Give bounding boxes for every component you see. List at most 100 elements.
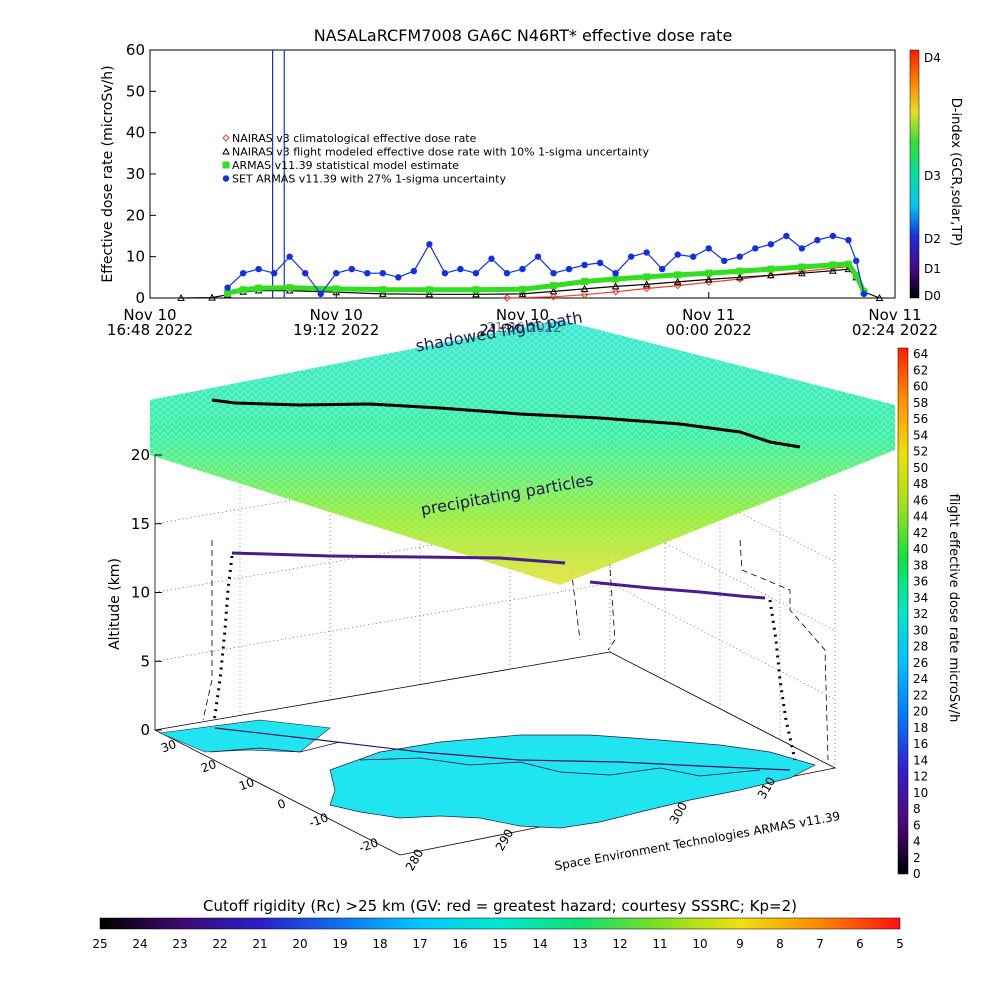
series-3-point bbox=[472, 270, 480, 277]
series-3-point bbox=[690, 253, 697, 260]
series-2-point bbox=[736, 267, 744, 275]
series-3-point bbox=[829, 232, 837, 240]
flight-dose-tick: 62 bbox=[913, 363, 928, 377]
series-1-point bbox=[875, 293, 884, 301]
flight-altitude-track-2 bbox=[589, 580, 766, 600]
series-3-point bbox=[224, 284, 231, 291]
cutoff-rigidity-tick: 7 bbox=[816, 937, 824, 951]
series-3-point bbox=[752, 245, 759, 252]
ground-track bbox=[214, 727, 791, 771]
altitude-axis-label: Altitude (km) bbox=[107, 558, 123, 650]
flight-dose-label: flight effective dose rate microSv/h bbox=[946, 494, 961, 723]
series-2-point bbox=[612, 275, 620, 283]
d-index-tick: D3 bbox=[924, 169, 941, 183]
series-line-0 bbox=[506, 266, 849, 299]
series-3-point bbox=[767, 241, 775, 248]
latitude-ticks: -20 -10 0 10 20 30 bbox=[159, 737, 380, 855]
y-tick-label: 20 bbox=[126, 206, 145, 224]
d-index-tick: D4 bbox=[924, 51, 941, 65]
latitude-tick: 30 bbox=[159, 737, 178, 755]
series-3-point bbox=[519, 265, 526, 273]
flight-dose-tick: 14 bbox=[913, 753, 928, 767]
x-tick-time: 02:24 2022 bbox=[852, 321, 938, 339]
flight-dose-tick: 50 bbox=[913, 461, 928, 475]
series-1-point bbox=[766, 271, 775, 279]
precipitating-particles-hatch bbox=[150, 320, 895, 585]
cutoff-rigidity-tick: 12 bbox=[612, 937, 627, 951]
series-0-point bbox=[705, 278, 713, 287]
flight-projection-lines bbox=[202, 539, 829, 761]
chart-title: NASALaRCFM7008 GA6C N46RT* effective dos… bbox=[314, 26, 733, 45]
cutoff-rigidity-tick: 8 bbox=[776, 937, 784, 951]
d-index-tick: D0 bbox=[924, 289, 941, 303]
series-1-point bbox=[673, 277, 682, 285]
x-tick-time: 00:00 2022 bbox=[666, 321, 752, 339]
flight-dose-tick: 32 bbox=[913, 607, 928, 621]
series-3-point bbox=[705, 245, 712, 252]
series-2-point bbox=[852, 271, 860, 279]
series-0-point bbox=[611, 288, 620, 296]
series-3-point bbox=[736, 253, 743, 260]
series-1-point bbox=[208, 293, 216, 301]
x-tick-date: Nov 10 bbox=[310, 306, 363, 324]
series-0-point bbox=[580, 290, 589, 299]
cutoff-rigidity-tick: 21 bbox=[252, 937, 267, 951]
series-3-point bbox=[503, 270, 511, 277]
series-2-point bbox=[674, 271, 682, 279]
series-2-point bbox=[829, 261, 837, 269]
legend-marker bbox=[222, 161, 230, 169]
flight-dose-tick: 20 bbox=[913, 705, 928, 719]
series-3-point bbox=[798, 245, 806, 252]
series-1-point bbox=[798, 269, 806, 277]
flight-dose-tick: 16 bbox=[913, 737, 928, 751]
legend-label: NAIRAS v3 climatological effective dose … bbox=[232, 132, 477, 145]
series-2-point bbox=[255, 284, 263, 292]
flight-altitude-track bbox=[231, 551, 566, 565]
flight-dose-tick: 24 bbox=[913, 672, 928, 686]
d-index-ticks: D0 D1 D2 D3 D4 bbox=[924, 51, 941, 303]
series-3-point bbox=[860, 290, 868, 298]
series-0-point bbox=[549, 293, 558, 301]
flight-dose-tick: 8 bbox=[913, 802, 921, 816]
shadowed-flight-path bbox=[211, 398, 801, 449]
legend-marker bbox=[222, 175, 230, 182]
series-1-point bbox=[580, 284, 589, 292]
y-tick-label: 30 bbox=[126, 165, 145, 183]
top-y-axis: 0 10 20 30 40 50 60 bbox=[126, 41, 156, 307]
annotation-timestamp: 21:36 2022 bbox=[487, 321, 562, 336]
cutoff-rigidity-tick: 25 bbox=[92, 937, 107, 951]
altitude-tick-label: 0 bbox=[140, 721, 150, 739]
series-1-point bbox=[735, 273, 744, 281]
series-1-point bbox=[829, 266, 837, 274]
cutoff-rigidity-tick: 22 bbox=[212, 937, 227, 951]
series-2-point bbox=[798, 263, 806, 271]
series-2-point bbox=[224, 289, 232, 297]
cutoff-rigidity-title: Cutoff rigidity (Rc) >25 km (GV: red = g… bbox=[203, 897, 797, 915]
series-3-point bbox=[239, 270, 247, 277]
series-3-point bbox=[348, 265, 355, 273]
series-3-point bbox=[286, 253, 293, 260]
legend-marker bbox=[222, 134, 230, 142]
series-1-point bbox=[611, 282, 620, 290]
series-2-point bbox=[643, 273, 651, 281]
series-3-point bbox=[627, 253, 635, 260]
flight-dose-tick: 36 bbox=[913, 575, 928, 589]
legend-label: SET ARMAS v11.39 with 27% 1-sigma uncert… bbox=[232, 173, 506, 186]
series-2-point bbox=[767, 265, 775, 273]
series-3-point bbox=[674, 251, 681, 258]
series-2-point bbox=[286, 284, 294, 292]
series-0-point bbox=[798, 267, 806, 276]
altitude-ticks: 0 5 10 15 20 bbox=[131, 446, 162, 739]
cutoff-rigidity-tick: 15 bbox=[492, 937, 507, 951]
flight-dose-tick: 58 bbox=[913, 396, 928, 410]
series-3-point bbox=[814, 236, 821, 244]
series-3-point bbox=[395, 274, 402, 281]
series-1-point bbox=[425, 290, 434, 298]
flight-dose-tick: 18 bbox=[913, 721, 928, 735]
series-line-2 bbox=[227, 261, 867, 296]
series-1-point bbox=[518, 289, 527, 297]
series-1-point bbox=[472, 290, 480, 298]
